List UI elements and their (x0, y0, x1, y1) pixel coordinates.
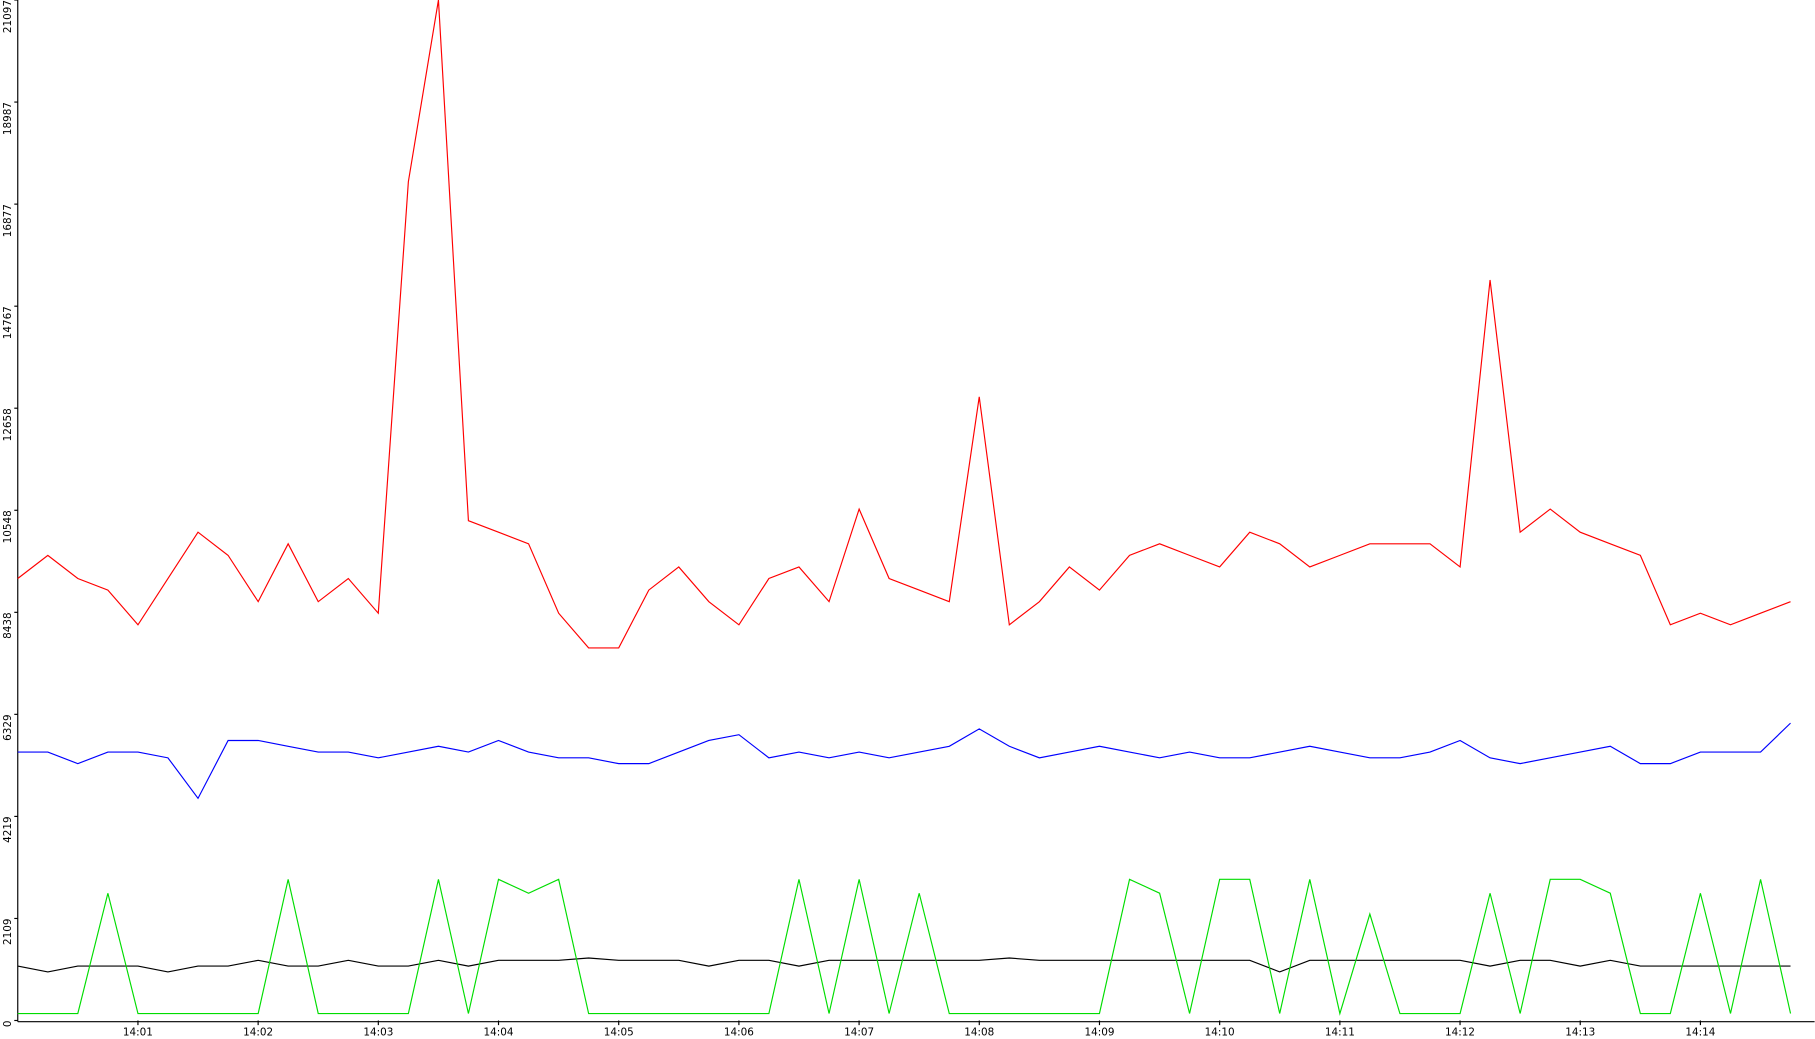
x-tick-label: 14:14 (1685, 1027, 1715, 1039)
y-tick-label: 16877 (2, 204, 14, 237)
x-tick-label: 14:04 (484, 1027, 514, 1039)
x-tick-label: 14:03 (363, 1027, 393, 1039)
x-tick-label: 14:01 (123, 1027, 153, 1039)
series-line (17, 0, 1791, 649)
x-tick-label: 14:06 (724, 1027, 754, 1039)
y-tick-label: 18987 (2, 102, 14, 135)
y-tick-label: 10548 (2, 510, 14, 543)
y-tick-label: 4219 (2, 816, 14, 842)
y-tick-label: 14767 (2, 306, 14, 339)
series-line (17, 957, 1791, 973)
x-tick-label: 14:07 (844, 1027, 874, 1039)
y-tick-label: 2109 (2, 918, 14, 944)
series-line (17, 722, 1791, 800)
x-tick-label: 14:13 (1565, 1027, 1595, 1039)
y-tick-label: 21097 (2, 0, 14, 33)
x-tick-label: 14:08 (964, 1027, 994, 1039)
y-tick-label: 6329 (2, 714, 14, 740)
y-tick-label: 8438 (2, 612, 14, 638)
x-tick-label: 14:11 (1325, 1027, 1355, 1039)
series-line (17, 878, 1792, 1016)
y-tick-label: 0 (2, 1020, 14, 1027)
y-tick-label: 12658 (2, 408, 14, 441)
x-tick-label: 14:10 (1205, 1027, 1235, 1039)
x-tick-label: 14:09 (1084, 1027, 1114, 1039)
x-tick-label: 14:05 (604, 1027, 634, 1039)
x-tick-label: 14:02 (243, 1027, 273, 1039)
x-tick-label: 14:12 (1445, 1027, 1475, 1039)
